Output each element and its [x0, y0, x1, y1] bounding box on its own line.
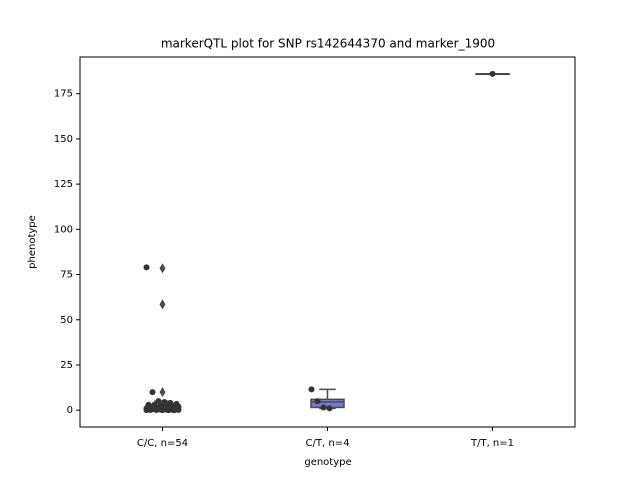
y-axis-label: phenotype: [27, 215, 38, 269]
y-tick-label: 100: [54, 224, 73, 235]
point: [326, 405, 333, 412]
point: [153, 407, 160, 414]
flier: [159, 299, 166, 310]
point: [320, 404, 327, 411]
point: [171, 407, 178, 414]
x-tick-label: C/C, n=54: [137, 438, 188, 449]
x-tick-label: T/T, n=1: [470, 438, 514, 449]
y-tick-label: 50: [60, 315, 73, 326]
chart-title: markerQTL plot for SNP rs142644370 and m…: [161, 37, 495, 51]
point: [143, 264, 150, 271]
y-tick-label: 175: [54, 89, 73, 100]
y-tick-label: 25: [60, 360, 73, 371]
point: [489, 70, 496, 77]
y-tick-label: 150: [54, 134, 73, 145]
point: [165, 407, 172, 414]
y-tick-label: 75: [60, 270, 73, 281]
point: [155, 398, 162, 405]
y-tick-label: 0: [67, 405, 73, 416]
plot-frame: [79, 56, 576, 428]
x-axis-label: genotype: [304, 457, 351, 468]
point: [308, 386, 315, 393]
y-tick-label: 125: [54, 179, 73, 190]
x-tick-label: C/T, n=4: [306, 438, 350, 449]
point: [149, 389, 156, 396]
flier: [159, 263, 166, 274]
point: [143, 407, 150, 414]
point: [314, 398, 321, 405]
flier: [159, 387, 166, 398]
point: [159, 407, 166, 414]
